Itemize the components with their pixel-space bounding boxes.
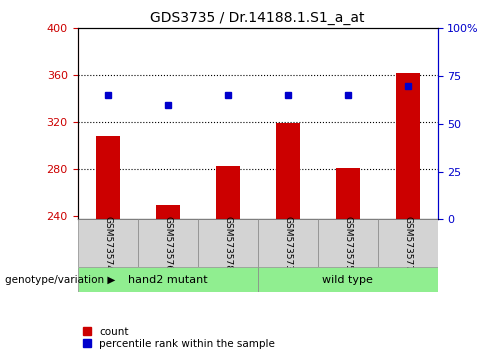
Text: GSM573575: GSM573575 — [343, 216, 352, 271]
Bar — [396, 73, 419, 219]
Bar — [96, 136, 120, 219]
Bar — [78, 219, 138, 267]
Bar — [378, 219, 438, 267]
Bar — [318, 219, 378, 267]
Title: GDS3735 / Dr.14188.1.S1_a_at: GDS3735 / Dr.14188.1.S1_a_at — [150, 11, 365, 24]
Text: GSM573578: GSM573578 — [223, 216, 232, 271]
Legend: count, percentile rank within the sample: count, percentile rank within the sample — [82, 327, 275, 349]
Text: genotype/variation ▶: genotype/variation ▶ — [5, 275, 116, 285]
Bar — [156, 205, 180, 219]
Bar — [198, 219, 258, 267]
Bar — [138, 219, 198, 267]
Text: GSM573576: GSM573576 — [163, 216, 172, 271]
Bar — [258, 267, 438, 292]
Bar — [78, 267, 258, 292]
Bar — [276, 123, 299, 219]
Text: hand2 mutant: hand2 mutant — [128, 275, 208, 285]
Text: GSM573573: GSM573573 — [283, 216, 292, 271]
Bar — [216, 166, 240, 219]
Text: GSM573574: GSM573574 — [103, 216, 112, 271]
Text: wild type: wild type — [322, 275, 373, 285]
Bar — [336, 168, 359, 219]
Bar — [258, 219, 318, 267]
Text: GSM573577: GSM573577 — [403, 216, 412, 271]
